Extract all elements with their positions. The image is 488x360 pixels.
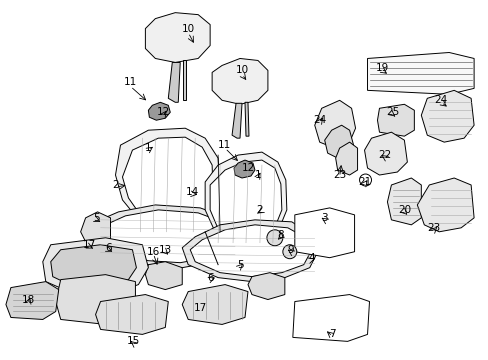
Text: 7: 7: [329, 329, 335, 339]
Polygon shape: [294, 208, 354, 258]
Polygon shape: [101, 210, 229, 263]
Text: 13: 13: [159, 245, 172, 255]
Polygon shape: [314, 100, 355, 148]
Polygon shape: [6, 282, 59, 319]
Text: 18: 18: [22, 294, 36, 305]
Polygon shape: [205, 152, 286, 243]
Polygon shape: [421, 90, 473, 142]
Text: 9: 9: [287, 245, 293, 255]
Text: 12: 12: [156, 107, 170, 117]
Polygon shape: [367, 53, 473, 94]
Text: 8: 8: [277, 230, 284, 240]
Text: 23: 23: [427, 223, 440, 233]
Text: 10: 10: [181, 24, 194, 33]
Text: 3: 3: [321, 213, 327, 223]
Polygon shape: [183, 60, 186, 100]
Polygon shape: [182, 285, 247, 324]
Text: 24: 24: [312, 115, 325, 125]
Polygon shape: [324, 125, 353, 158]
Polygon shape: [377, 104, 413, 136]
Text: 1: 1: [254, 170, 261, 180]
Text: 5: 5: [236, 260, 243, 270]
Polygon shape: [88, 205, 238, 268]
Text: 11: 11: [123, 77, 137, 87]
Circle shape: [282, 245, 296, 259]
Polygon shape: [364, 132, 407, 175]
Text: 15: 15: [126, 336, 140, 346]
Polygon shape: [42, 238, 148, 294]
Text: 24: 24: [434, 95, 447, 105]
Polygon shape: [244, 102, 248, 136]
Polygon shape: [232, 103, 242, 138]
Text: 25: 25: [385, 107, 398, 117]
Polygon shape: [145, 13, 210, 62]
Text: 6: 6: [206, 273, 213, 283]
Text: 2: 2: [112, 180, 119, 190]
Text: 14: 14: [185, 187, 199, 197]
Text: 23: 23: [332, 170, 346, 180]
Text: 17: 17: [193, 302, 206, 312]
Text: 20: 20: [397, 205, 410, 215]
Polygon shape: [145, 262, 182, 289]
Text: 5: 5: [93, 213, 100, 223]
Text: 6: 6: [105, 243, 112, 253]
Polygon shape: [292, 294, 369, 341]
Text: 12: 12: [241, 163, 254, 173]
Polygon shape: [212, 58, 267, 104]
Polygon shape: [115, 128, 220, 232]
Text: 16: 16: [146, 247, 160, 257]
Circle shape: [266, 230, 282, 246]
Polygon shape: [148, 102, 170, 120]
Polygon shape: [95, 294, 168, 334]
Text: 21: 21: [357, 177, 370, 187]
Text: 2: 2: [256, 205, 263, 215]
Polygon shape: [386, 178, 421, 225]
Text: 4: 4: [308, 253, 314, 263]
Polygon shape: [81, 212, 110, 248]
Polygon shape: [51, 245, 136, 288]
Polygon shape: [335, 142, 357, 175]
Polygon shape: [168, 62, 180, 102]
Polygon shape: [416, 178, 473, 232]
Polygon shape: [56, 275, 135, 324]
Text: 17: 17: [83, 240, 96, 250]
Polygon shape: [122, 137, 213, 227]
Text: 22: 22: [377, 150, 390, 160]
Text: 19: 19: [375, 63, 388, 73]
Polygon shape: [190, 225, 310, 276]
Text: 1: 1: [145, 143, 151, 153]
Polygon shape: [210, 160, 281, 239]
Polygon shape: [247, 273, 285, 300]
Circle shape: [359, 174, 371, 186]
Text: 10: 10: [235, 66, 248, 76]
Polygon shape: [182, 220, 317, 282]
Polygon shape: [234, 160, 254, 178]
Text: 11: 11: [217, 140, 230, 150]
